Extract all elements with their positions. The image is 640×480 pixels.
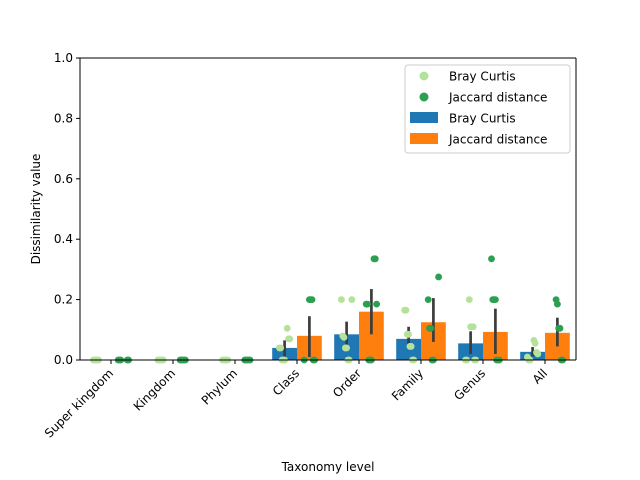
data-point-series-0 — [469, 323, 477, 331]
data-point-series-0 — [338, 296, 345, 303]
y-axis-label: Dissimilarity value — [29, 154, 43, 265]
data-point-series-0 — [465, 296, 473, 303]
x-tick-label: All — [530, 366, 550, 386]
data-point-series-0 — [405, 330, 412, 338]
y-tick-label: 0.8 — [54, 111, 73, 125]
data-point-series-1 — [371, 255, 379, 263]
legend-label: Bray Curtis — [449, 70, 516, 84]
legend-marker-bars-1 — [410, 133, 438, 144]
x-tick-label: Order — [330, 366, 364, 400]
data-point-series-1 — [492, 296, 499, 303]
y-tick-label: 0.0 — [54, 353, 73, 367]
x-tick-label: Phylum — [199, 366, 240, 407]
y-tick-label: 0.4 — [54, 232, 73, 246]
legend-frame — [404, 64, 571, 154]
x-tick-label: Genus — [451, 366, 488, 403]
data-point-series-1 — [554, 300, 561, 308]
data-point-series-0 — [343, 344, 350, 352]
x-axis-label: Taxonomy level — [281, 460, 375, 474]
data-point-series-0 — [348, 296, 356, 303]
legend-marker-points-1 — [419, 92, 429, 102]
data-point-series-0 — [534, 350, 542, 358]
data-point-series-1 — [424, 296, 432, 303]
x-tick-label: Kingdom — [131, 366, 178, 413]
data-point-series-1 — [427, 324, 435, 332]
data-point-series-0 — [286, 335, 294, 343]
data-point-series-1 — [488, 255, 495, 263]
data-point-series-0 — [531, 339, 539, 347]
legend-label: Jaccard distance — [448, 133, 547, 147]
data-point-series-0 — [407, 343, 415, 350]
data-point-series-0 — [340, 333, 348, 341]
x-tick-label: Class — [270, 366, 302, 398]
y-tick-label: 0.2 — [54, 293, 73, 307]
legend-marker-points-0 — [419, 71, 429, 81]
data-point-series-1 — [308, 296, 316, 303]
legend-label: Jaccard distance — [448, 91, 547, 105]
data-point-series-0 — [283, 324, 291, 332]
data-point-series-1 — [373, 300, 380, 308]
data-point-series-1 — [556, 324, 564, 332]
data-point-series-1 — [435, 273, 442, 281]
y-tick-label: 1.0 — [54, 51, 73, 65]
y-tick-label: 0.6 — [54, 172, 73, 186]
legend-marker-bars-0 — [410, 112, 438, 123]
data-point-series-0 — [277, 344, 285, 352]
legend: Bray Curtis Jaccard distance Bray Curtis Ja… — [404, 64, 571, 154]
x-tick-label: Super kingdom — [42, 366, 116, 440]
x-tick-label: Family — [389, 366, 426, 403]
data-point-series-1 — [364, 300, 371, 308]
data-point-series-0 — [402, 306, 410, 314]
legend-label: Bray Curtis — [449, 112, 516, 126]
